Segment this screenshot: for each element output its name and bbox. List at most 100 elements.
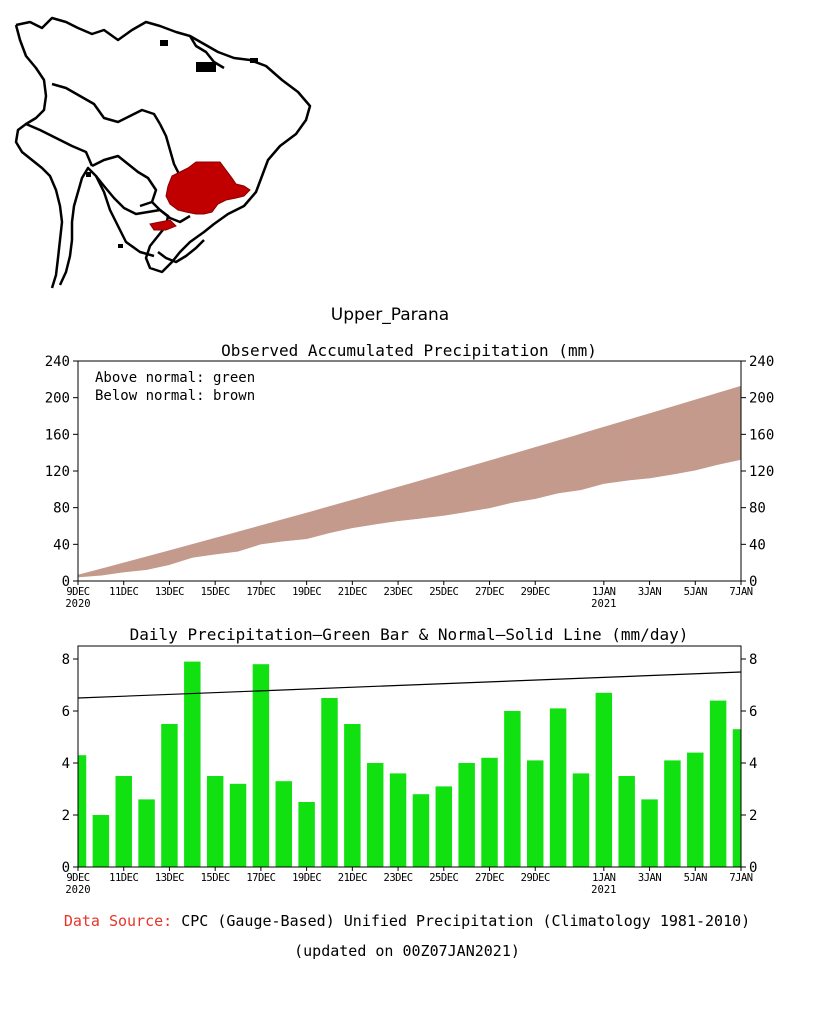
accum-xtick-label: 21DEC <box>338 586 367 598</box>
accum-xtick-year: 2021 <box>591 598 616 610</box>
accum-xtick-label: 3JAN <box>638 586 661 598</box>
guianas <box>188 35 225 70</box>
daily-xtick-label: 17DEC <box>246 872 275 884</box>
accum-xtick-label: 23DEC <box>384 586 413 598</box>
accum-fill-segment <box>443 467 467 516</box>
accum-chart-title: Observed Accumulated Precipitation (mm) <box>221 341 597 360</box>
daily-xtick-label: 21DEC <box>338 872 367 884</box>
daily-xtick-label: 1JAN <box>592 872 615 884</box>
charts: Upper_Parana Observed Accumulated Precip… <box>45 305 775 896</box>
daily-bar <box>481 757 498 867</box>
accum-ytick-label: 80 <box>53 501 70 517</box>
daily-ytick-label-right: 0 <box>749 860 757 876</box>
accum-ytick-label-right: 40 <box>749 537 766 553</box>
daily-xtick-label: 13DEC <box>155 872 184 884</box>
accum-fill-segment <box>649 406 673 479</box>
region-title: Upper_Parana <box>331 305 449 325</box>
border-peru <box>25 122 94 167</box>
daily-xtick-label: 29DEC <box>521 872 550 884</box>
accum-ytick-label: 0 <box>62 574 70 590</box>
accum-fill-segment <box>192 537 216 558</box>
border-bolivia <box>91 154 158 208</box>
accum-fill-segment <box>397 480 422 522</box>
accum-xtick-label: 15DEC <box>201 586 230 598</box>
accum-fill-segment <box>237 525 262 552</box>
daily-xtick-label: 23DEC <box>384 872 413 884</box>
daily-bar <box>504 711 521 867</box>
accum-fill-segment <box>169 544 193 566</box>
accum-fill-segment <box>672 399 696 475</box>
daily-xtick-label: 5JAN <box>684 872 707 884</box>
accum-xtick-label: 9DEC <box>66 586 89 598</box>
daily-bar <box>115 776 132 867</box>
daily-bar <box>78 755 87 867</box>
island <box>160 40 168 46</box>
daily-bar <box>92 815 110 867</box>
accum-ytick-label: 120 <box>45 464 70 480</box>
daily-xtick-label: 27DEC <box>475 872 504 884</box>
daily-xtick-label: 3JAN <box>638 872 661 884</box>
accum-fill-segment <box>374 486 399 525</box>
daily-ytick-label: 0 <box>62 860 70 876</box>
accum-fill-segment <box>352 493 376 529</box>
accum-ytick-label: 160 <box>45 427 70 443</box>
accum-xtick-label: 7JAN <box>729 586 752 598</box>
daily-precipitation-chart: Daily Precipitation—Green Bar & Normal—S… <box>62 625 758 896</box>
daily-bar <box>572 773 590 867</box>
daily-bar <box>687 752 704 867</box>
accum-fill-segment <box>717 385 742 465</box>
daily-ytick-label-right: 8 <box>749 652 757 668</box>
accum-frame-top <box>77 360 742 582</box>
accum-fill-segment <box>534 440 559 499</box>
border-colombia <box>51 82 162 125</box>
daily-xtick-label: 19DEC <box>292 872 321 884</box>
data-source-line: Data Source: CPC (Gauge-Based) Unified P… <box>0 912 814 930</box>
accum-fill-segment <box>146 550 170 571</box>
accum-xtick-label: 27DEC <box>475 586 504 598</box>
daily-bar <box>229 783 247 867</box>
accum-xtick-label: 29DEC <box>521 586 550 598</box>
accum-fill-segment <box>420 473 445 519</box>
island <box>118 244 123 248</box>
daily-bar <box>206 776 224 867</box>
daily-ytick-label: 6 <box>62 704 70 720</box>
daily-bar <box>709 700 727 867</box>
accumulated-precipitation-chart: Observed Accumulated Precipitation (mm) … <box>45 341 775 610</box>
west-coast <box>14 24 64 289</box>
daily-bar <box>275 781 292 867</box>
daily-bar <box>298 802 315 867</box>
daily-xtick-label: 7JAN <box>729 872 752 884</box>
daily-xtick-year: 2021 <box>591 884 616 896</box>
data-source-text: CPC (Gauge-Based) Unified Precipitation … <box>181 912 751 930</box>
daily-bar <box>458 763 475 867</box>
accum-xtick-label: 19DEC <box>292 586 321 598</box>
daily-bar <box>184 661 201 867</box>
border-argentina <box>94 175 155 258</box>
updated-line: (updated on 00Z07JAN2021) <box>294 942 520 960</box>
daily-xtick-year: 2020 <box>65 884 90 896</box>
daily-ytick-label: 8 <box>62 652 70 668</box>
accum-xtick-label: 11DEC <box>109 586 138 598</box>
accum-fill-segment <box>466 460 490 513</box>
daily-bar <box>732 729 741 867</box>
daily-frame-top <box>77 645 742 868</box>
accum-ytick-label-right: 200 <box>749 391 774 407</box>
daily-bar <box>389 773 407 867</box>
border-paraguay <box>151 201 191 224</box>
accum-fill-segment <box>512 447 536 503</box>
accum-ytick-label-right: 0 <box>749 574 757 590</box>
daily-ytick-label: 4 <box>62 756 70 772</box>
accum-annotation-below: Below normal: brown <box>95 388 255 404</box>
daily-bar <box>435 786 453 867</box>
daily-bar <box>366 763 384 867</box>
accum-annotation-above: Above normal: green <box>95 370 255 386</box>
daily-bar <box>412 794 430 867</box>
map-coastlines <box>14 16 312 289</box>
daily-bar <box>321 698 338 867</box>
border-brazil-west <box>158 123 182 177</box>
accum-fill-segment <box>557 433 582 494</box>
daily-ytick-label-right: 2 <box>749 808 757 824</box>
daily-normal-line <box>77 671 742 699</box>
